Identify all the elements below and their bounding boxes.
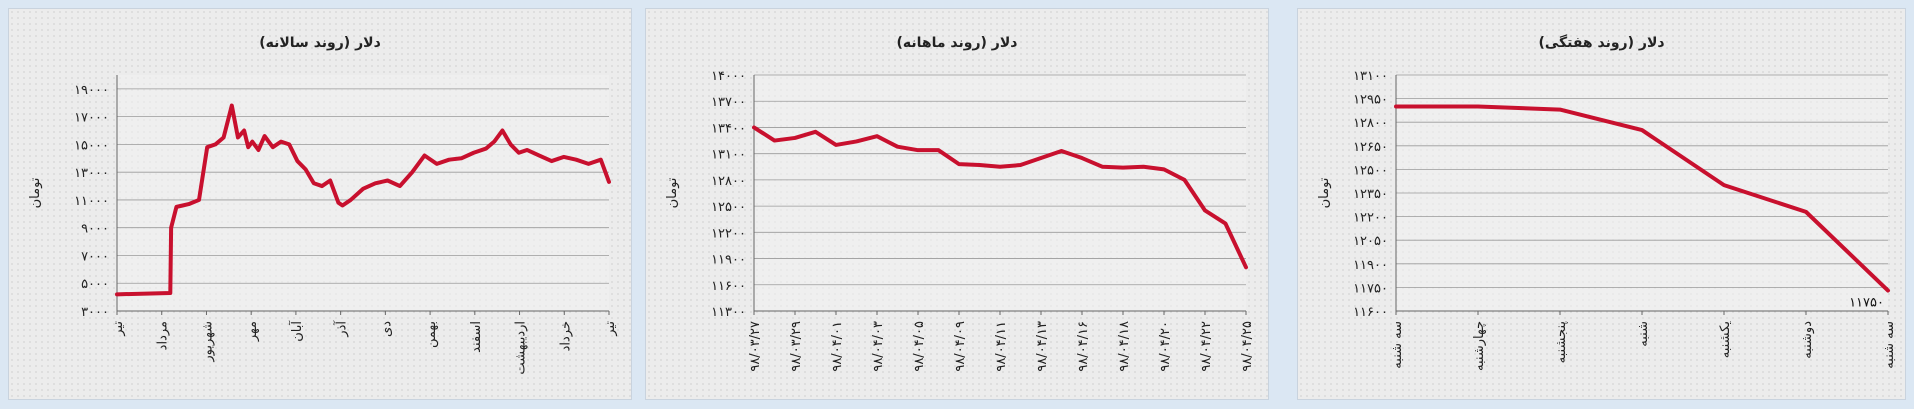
x-tick-label: سه شنبه [1390, 321, 1405, 369]
y-tick-label: ۱۲۲۰۰ [711, 226, 746, 241]
y-tick-label: ۱۲۲۰۰ [1353, 211, 1388, 226]
yearly-chart: دلار (روند سالانه) ۳۰۰۰ ۵۰۰۰ ۷۰۰۰ ۹۰۰۰ ۱۱۰۰۰ ۱… [28, 35, 618, 375]
x-tick-label: چهارشنبه [1472, 321, 1487, 371]
y-tick-label: ۷۰۰۰ [81, 249, 109, 264]
monthly-chart-panel: دلار (روند ماهانه) ۱۱۳۰۰ ۱۱۶۰۰ ۱۱۹۰۰ ۱۲۲۰۰ ۱۲… [646, 9, 1268, 399]
y-tick-label: ۱۲۰۵۰ [1353, 234, 1388, 249]
x-tick-label: آذر [333, 320, 350, 338]
x-tick-label: ۹۸/۰۳/۲۷ [748, 321, 763, 372]
y-tick-label: ۱۲۹۵۰ [1353, 93, 1388, 108]
weekly-chart: دلار (روند هفتگی) ۱۱۶۰۰ ۱۱۷۵۰ ۱۱۹۰۰ ۱۲۰۵۰ ۱۲۲… [1317, 34, 1897, 371]
y-axis-label: تومان [1317, 177, 1332, 208]
chart-title: دلار (روند هفتگی) [1538, 34, 1664, 51]
x-tick-label: دوشنبه [1800, 321, 1815, 359]
y-tick-label: ۱۳۱۰۰ [711, 148, 746, 163]
x-tick-label: پنجشنبه [1554, 321, 1569, 364]
x-tick-label: دی [379, 321, 394, 337]
x-tick-label: شنبه [1636, 321, 1651, 347]
y-tick-label: ۱۱۹۰۰ [711, 253, 746, 268]
y-tick-label: ۱۹۰۰۰ [74, 83, 109, 98]
x-tick-label: ۹۸/۰۴/۰۵ [912, 321, 927, 372]
x-tick-label: ۹۸/۰۴/۱۳ [1035, 321, 1050, 372]
x-tick-label: آبان [288, 320, 305, 342]
y-tick-label: ۱۱۳۰۰ [711, 305, 746, 320]
x-tick-label: ۹۸/۰۴/۰۳ [871, 321, 886, 372]
x-tick-label: بهمن [424, 321, 439, 348]
x-tick-label: شهریور [200, 321, 215, 363]
y-tick-label: ۱۱۹۰۰ [1353, 258, 1388, 273]
y-tick-label: ۳۰۰۰ [81, 305, 109, 320]
y-tick-label: ۱۲۸۰۰ [711, 174, 746, 189]
y-tick-label: ۵۰۰۰ [81, 277, 109, 292]
y-tick-label: ۱۲۳۵۰ [1353, 187, 1388, 202]
y-tick-label: ۱۱۶۰۰ [711, 279, 746, 294]
y-tick-label: ۹۰۰۰ [81, 222, 109, 237]
weekly-chart-panel: دلار (روند هفتگی) ۱۱۶۰۰ ۱۱۷۵۰ ۱۱۹۰۰ ۱۲۰۵۰ ۱۲۲… [1298, 9, 1905, 399]
x-tick-label: سه شنبه [1882, 321, 1897, 369]
x-tick-label: اردیبهشت [514, 321, 529, 375]
y-tick-label: ۱۲۵۰۰ [711, 200, 746, 215]
x-tick-label: ۹۸/۰۴/۱۶ [1076, 321, 1091, 372]
x-tick-label: ۹۸/۰۴/۰۱ [830, 321, 845, 372]
y-tick-label: ۱۴۰۰۰ [711, 69, 746, 84]
x-tick-label: ۹۸/۰۴/۲۰ [1158, 321, 1173, 372]
x-tick-label: مرداد [156, 321, 171, 350]
chart-title: دلار (روند سالانه) [259, 35, 381, 51]
y-tick-label: ۱۵۰۰۰ [74, 138, 109, 153]
y-axis-label: تومان [665, 177, 680, 208]
y-tick-label: ۱۳۱۰۰ [1353, 69, 1388, 84]
plot-area [754, 75, 1246, 311]
monthly-chart: دلار (روند ماهانه) ۱۱۳۰۰ ۱۱۶۰۰ ۱۱۹۰۰ ۱۲۲۰۰ ۱۲… [665, 35, 1255, 372]
y-tick-label: ۱۷۰۰۰ [74, 111, 109, 126]
y-tick-label: ۱۱۷۵۰ [1353, 281, 1388, 296]
x-tick-label: ۹۸/۰۴/۱۱ [994, 321, 1009, 372]
x-tick-label: ۹۸/۰۳/۲۹ [789, 321, 804, 372]
chart-title: دلار (روند ماهانه) [897, 35, 1018, 51]
x-tick-label: ۹۸/۰۴/۲۵ [1240, 321, 1255, 372]
x-tick-label: تیر [603, 321, 618, 337]
y-tick-label: ۱۲۶۵۰ [1353, 140, 1388, 155]
x-tick-label: خرداد [558, 321, 573, 351]
x-tick-label: تیر [111, 321, 126, 337]
y-tick-label: ۱۳۰۰۰ [74, 166, 109, 181]
y-tick-label: ۱۳۷۰۰ [711, 95, 746, 110]
y-tick-label: ۱۱۶۰۰ [1353, 305, 1388, 320]
x-tick-label: ۹۸/۰۴/۰۹ [953, 321, 968, 372]
x-tick-label: اسفند [469, 321, 484, 353]
plot-area [117, 75, 609, 311]
data-label: ۱۱۷۵۰ [1849, 296, 1884, 311]
yearly-chart-panel: دلار (روند سالانه) ۳۰۰۰ ۵۰۰۰ ۷۰۰۰ ۹۰۰۰ ۱۱۰۰۰ ۱… [9, 9, 631, 399]
y-tick-label: ۱۲۵۰۰ [1353, 163, 1388, 178]
x-tick-label: ۹۸/۰۴/۱۸ [1117, 321, 1132, 372]
y-tick-label: ۱۲۸۰۰ [1353, 116, 1388, 131]
x-tick-label: ۹۸/۰۴/۲۲ [1199, 321, 1214, 372]
x-tick-label: یکشنبه [1718, 321, 1733, 359]
x-tick-label: مهر [245, 321, 260, 342]
y-tick-label: ۱۳۴۰۰ [711, 121, 746, 136]
y-axis-label: تومان [28, 177, 43, 208]
y-tick-label: ۱۱۰۰۰ [74, 194, 109, 209]
